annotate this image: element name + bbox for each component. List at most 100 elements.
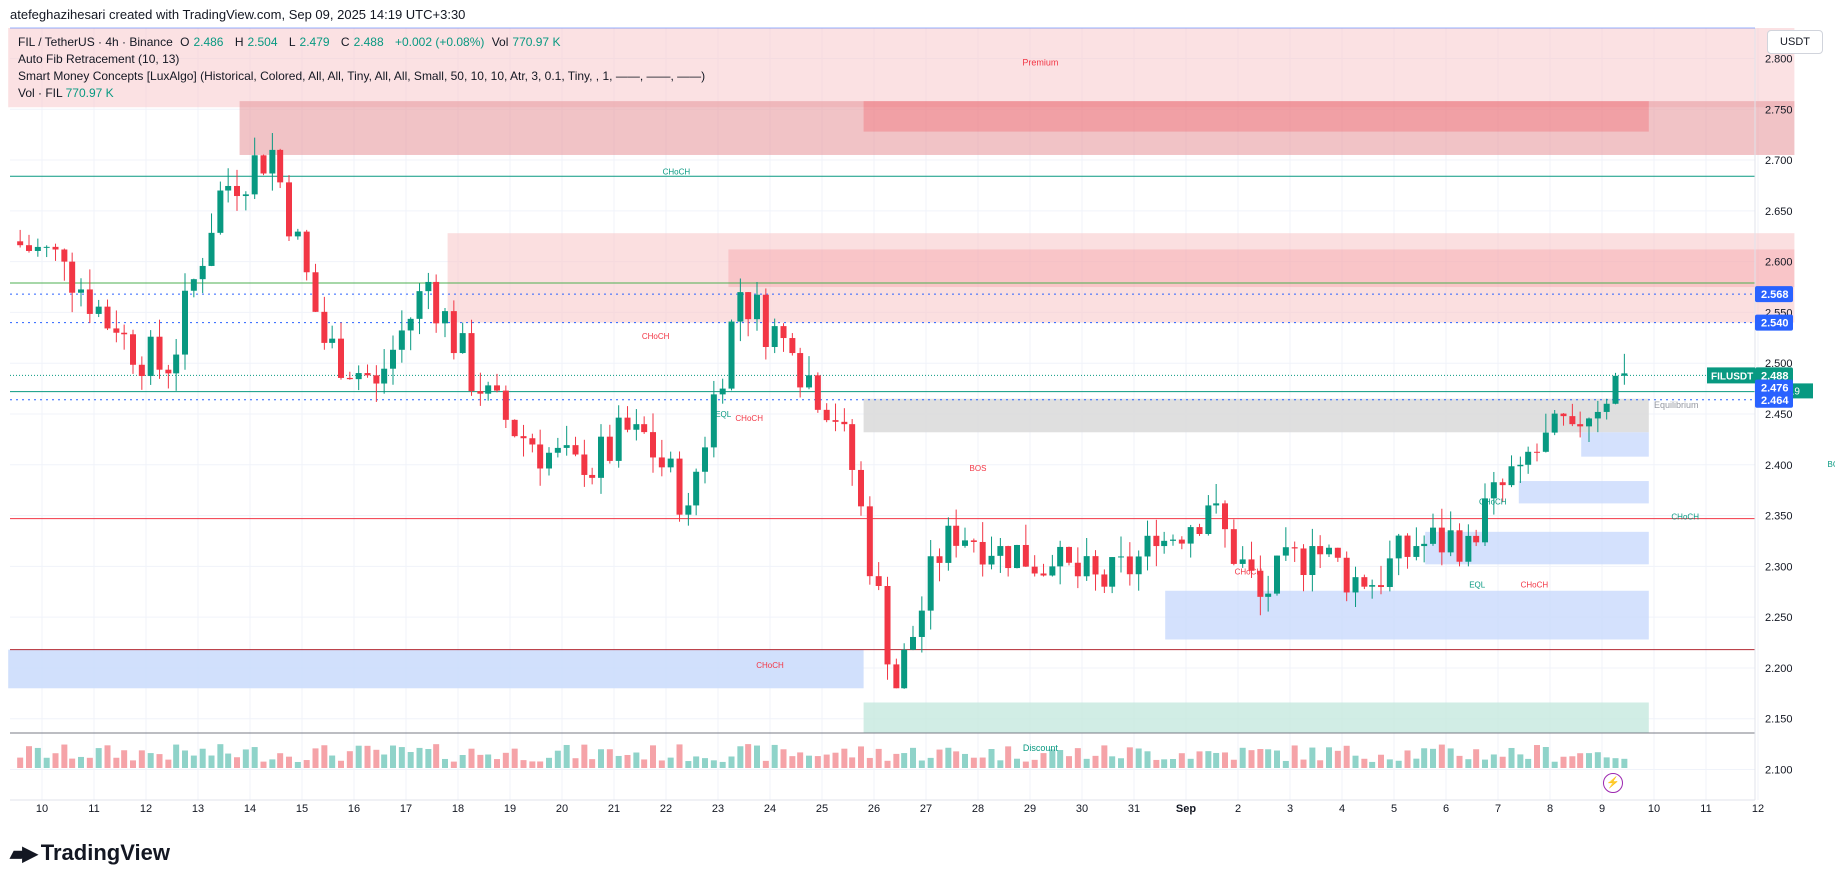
candle-body (676, 458, 683, 515)
volume-bar (789, 756, 796, 768)
volume-bar (17, 757, 24, 768)
volume-bar (485, 754, 492, 768)
candle-body (1369, 585, 1376, 587)
volume-bar (997, 760, 1004, 768)
symbol-label[interactable]: FIL / TetherUS · 4h · Binance (18, 35, 173, 49)
volume-bar (1222, 752, 1228, 768)
volume-bar (875, 748, 882, 768)
indicator-smc[interactable]: Smart Money Concepts [LuxAlgo] (Historic… (18, 69, 706, 83)
candle-body (546, 452, 552, 469)
structure-label: CHoCH (1521, 581, 1549, 590)
volume-bar (26, 746, 32, 768)
volume-bar (1490, 754, 1497, 768)
candle-body (138, 364, 145, 377)
volume-bar (1118, 758, 1124, 768)
candle-body (927, 556, 934, 611)
vol-row-label: Vol · FIL (18, 86, 63, 100)
volume-bar (1300, 759, 1307, 768)
candle-body (303, 231, 310, 273)
volume-bar (1239, 747, 1246, 768)
candle-body (373, 375, 380, 384)
volume-bar (61, 744, 68, 768)
discount-label: Discount (1023, 743, 1059, 753)
volume-bar (1517, 754, 1524, 768)
volume-bar (1352, 755, 1359, 768)
volume-bar (1343, 745, 1350, 768)
candle-body (1257, 570, 1264, 597)
structure-label: CHoCH (1479, 497, 1507, 506)
structure-label: BOS (970, 464, 987, 473)
volume-bar (156, 754, 163, 768)
candle-body (1170, 539, 1176, 541)
volume-bar (494, 759, 500, 768)
candle-body (1126, 556, 1133, 575)
x-tick-label: 2 (1235, 803, 1241, 815)
volume-bar (563, 744, 570, 768)
volume-bar (1274, 750, 1280, 768)
y-tick-label: 2.650 (1765, 206, 1793, 218)
price-tag-label: 2.464 (1761, 395, 1789, 407)
volume-bar (1465, 759, 1472, 768)
volume-bar (884, 760, 891, 768)
candle-body (494, 385, 500, 391)
volume-bar (373, 749, 380, 768)
currency-button[interactable]: USDT (1767, 30, 1823, 54)
candle-body (1031, 566, 1038, 574)
volume-bar (381, 754, 388, 768)
x-tick-label: 31 (1128, 803, 1140, 815)
candle-body (251, 155, 258, 195)
candle-body (1404, 535, 1411, 557)
volume-bar (1577, 753, 1584, 768)
equilibrium-label: Equilibrium (1654, 400, 1699, 410)
volume-bar (364, 745, 371, 768)
fvg-zone (1581, 432, 1649, 457)
legend-symbol-row[interactable]: FIL / TetherUS · 4h · Binance O 2.486 H 2.… (18, 34, 705, 51)
volume-bar (113, 757, 120, 768)
y-tick-label: 2.250 (1765, 612, 1793, 624)
candle-body (1361, 577, 1368, 587)
volume-bar (762, 760, 769, 768)
price-tag-label: 2.476 (1761, 383, 1789, 395)
volume-bar (95, 748, 102, 768)
price-tag-bg (1755, 367, 1793, 384)
volume-bar (988, 748, 995, 768)
volume-bar (1569, 756, 1576, 768)
volume-bar (1508, 747, 1515, 768)
x-tick-label: 28 (972, 803, 984, 815)
change-value: +0.002 (+0.08%) (394, 35, 485, 49)
candle-body (450, 311, 457, 354)
volume-bar (1430, 748, 1436, 768)
volume-bar (1170, 759, 1176, 768)
volume-bar (1309, 747, 1316, 768)
candle-body (1577, 424, 1584, 427)
volume-bar (1482, 759, 1488, 768)
bolt-icon[interactable]: ⚡ (1603, 773, 1623, 793)
candle-body (398, 330, 405, 350)
candle-body (1230, 529, 1237, 564)
structure-label: CHoCH (756, 661, 784, 670)
volume-bar (1473, 749, 1480, 768)
volume-bar (442, 758, 448, 768)
candle-body (1421, 543, 1428, 547)
volume-bar (1586, 753, 1592, 768)
y-tick-label: 2.200 (1765, 663, 1793, 675)
volume-bar (277, 753, 284, 768)
y-tick-label: 2.800 (1765, 53, 1793, 65)
volume-bar (1378, 754, 1384, 768)
volume-bar (1144, 751, 1151, 768)
x-tick-label: 26 (868, 803, 880, 815)
candle-body (1499, 482, 1506, 486)
volume-bar (329, 755, 336, 768)
indicator-autofib[interactable]: Auto Fib Retracement (10, 13) (18, 52, 180, 66)
supply-zone (447, 233, 1795, 323)
volume-bar (390, 745, 396, 768)
volume-bar (1395, 760, 1402, 768)
symbol-tag-label: FILUSDT (1711, 371, 1753, 382)
volume-bar (866, 757, 873, 768)
indicator-volume[interactable]: Vol · FIL 770.97 K (18, 85, 705, 102)
volume-bar (1126, 747, 1133, 768)
volume-bar (182, 750, 188, 768)
candle-body (69, 261, 76, 293)
volume-bar (1594, 752, 1601, 768)
